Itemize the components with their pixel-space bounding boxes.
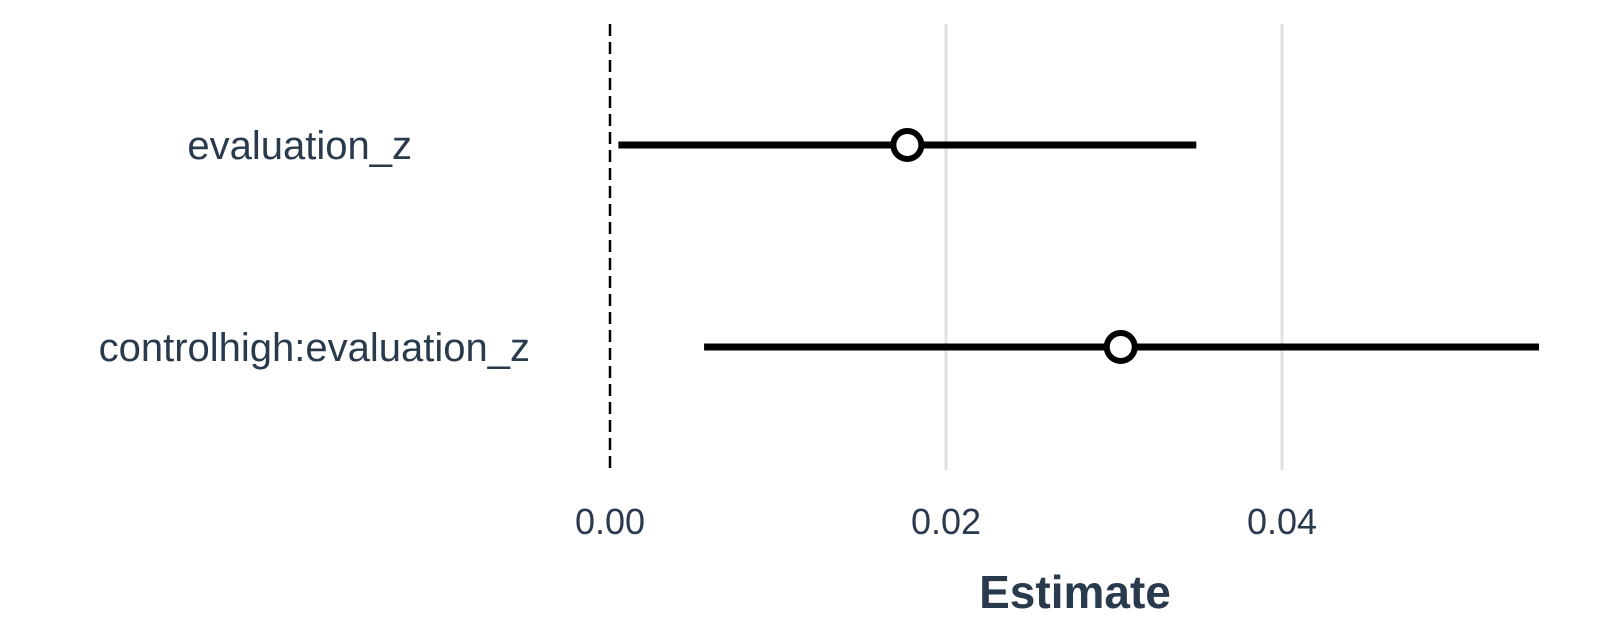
- x-axis-ticks: 0.00 0.02 0.04: [575, 501, 1317, 542]
- point-estimate-0: [890, 128, 925, 162]
- estimate-rows: evaluation_z controlhigh:evaluation_z: [99, 124, 1540, 370]
- x-axis-title: Estimate: [979, 566, 1171, 618]
- grid-lines: [944, 24, 1284, 470]
- point-estimate-1: [1103, 330, 1138, 364]
- row-label-0: evaluation_z: [187, 124, 412, 168]
- row-label-1: controlhigh:evaluation_z: [99, 326, 530, 370]
- x-tick-label-1: 0.02: [911, 501, 981, 542]
- x-tick-label-2: 0.04: [1247, 501, 1317, 542]
- x-tick-label-0: 0.00: [575, 501, 645, 542]
